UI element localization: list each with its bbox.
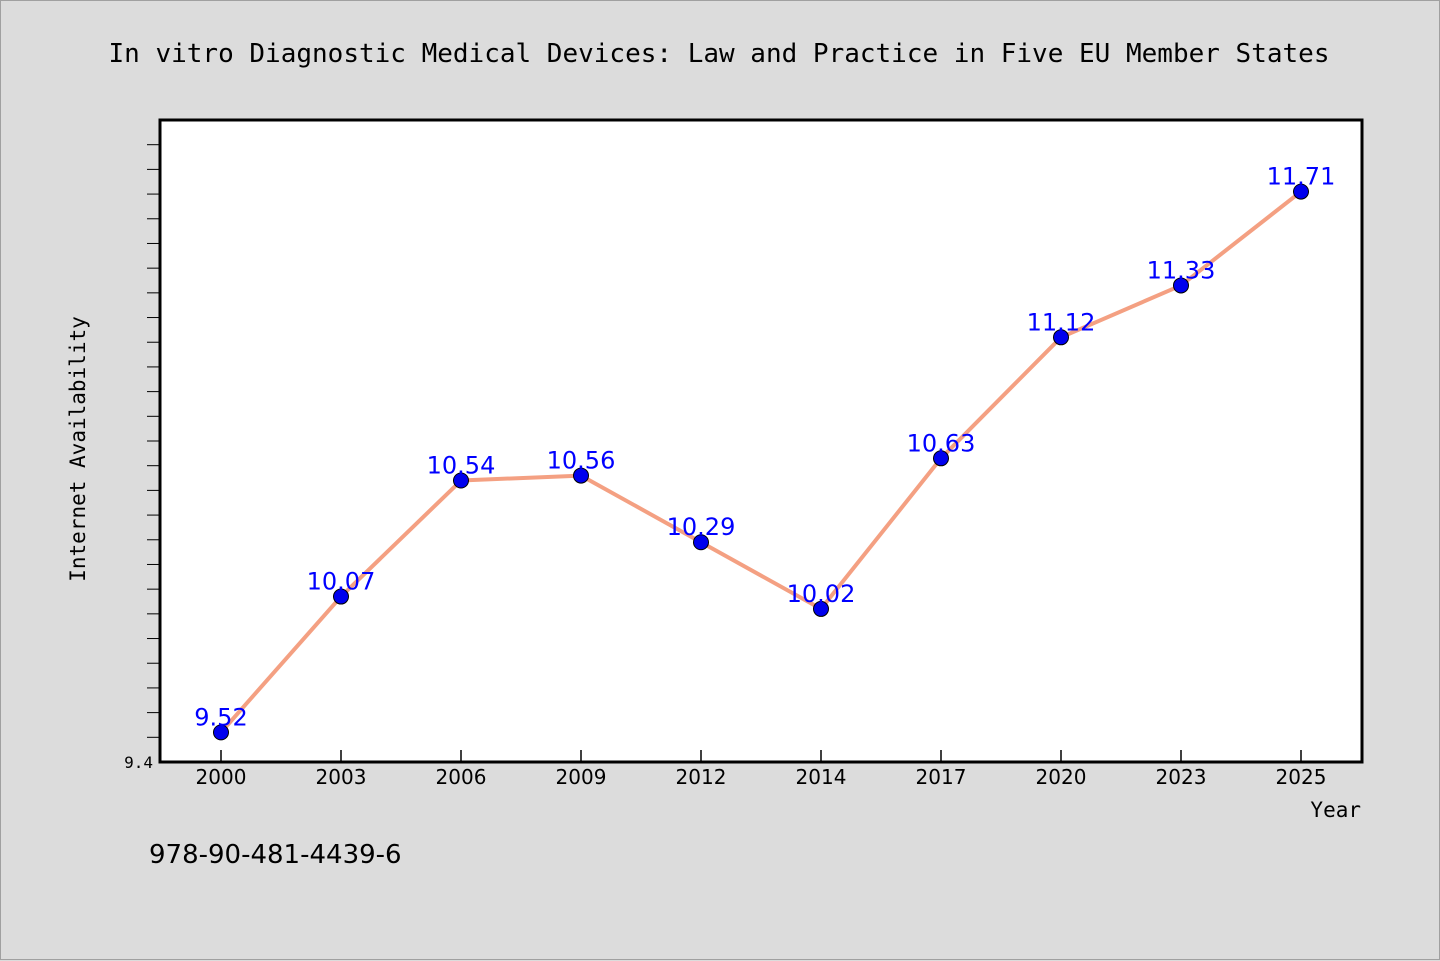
x-tick-label: 2025 xyxy=(1276,765,1327,789)
data-point xyxy=(813,600,829,617)
data-point xyxy=(573,467,589,484)
x-tick-label: 2023 xyxy=(1156,765,1207,789)
data-label: 9.52 xyxy=(194,703,247,731)
data-markers xyxy=(213,183,1309,741)
x-tick-label: 2003 xyxy=(316,765,367,789)
data-label: 11.71 xyxy=(1267,163,1336,191)
chart-title: In vitro Diagnostic Medical Devices: Law… xyxy=(109,39,1330,69)
y-tick-label: 9.4 xyxy=(124,753,153,772)
y-axis-title: Internet Availability xyxy=(66,316,90,582)
data-point xyxy=(1293,183,1309,200)
series-line xyxy=(219,190,1303,734)
data-point xyxy=(933,450,949,467)
data-label: 11.12 xyxy=(1027,308,1096,336)
data-point xyxy=(453,472,469,489)
x-tick-label: 2012 xyxy=(676,765,727,789)
data-point xyxy=(1173,277,1189,294)
data-point xyxy=(1053,329,1069,346)
data-label: 10.02 xyxy=(787,580,856,608)
isbn-text: 978-90-481-4439-6 xyxy=(149,840,402,870)
data-labels: 9.52 10.07 10.54 10.56 10.29 10.02 10.63 11.12 1… xyxy=(194,163,1335,732)
x-axis-title: Year xyxy=(1310,798,1361,822)
x-tick-label: 2000 xyxy=(196,765,247,789)
x-tick-label: 2006 xyxy=(436,765,487,789)
data-label: 10.29 xyxy=(667,513,736,541)
data-label: 11.33 xyxy=(1147,256,1216,284)
data-label: 10.56 xyxy=(547,447,616,475)
data-label: 10.63 xyxy=(907,429,976,457)
data-label: 10.54 xyxy=(427,452,496,480)
data-point xyxy=(213,724,229,741)
x-axis-ticks: 2000 2003 2006 2009 2012 2014 2017 2020 2023 2025 xyxy=(196,750,1327,789)
x-tick-label: 2009 xyxy=(556,765,607,789)
x-tick-label: 2014 xyxy=(796,765,847,789)
y-axis-ticks xyxy=(147,144,160,738)
x-tick-label: 2020 xyxy=(1036,765,1087,789)
data-point xyxy=(693,534,709,551)
plot-area xyxy=(158,118,1364,764)
x-tick-label: 2017 xyxy=(916,765,967,789)
data-point xyxy=(333,588,349,605)
data-label: 10.07 xyxy=(307,568,376,596)
